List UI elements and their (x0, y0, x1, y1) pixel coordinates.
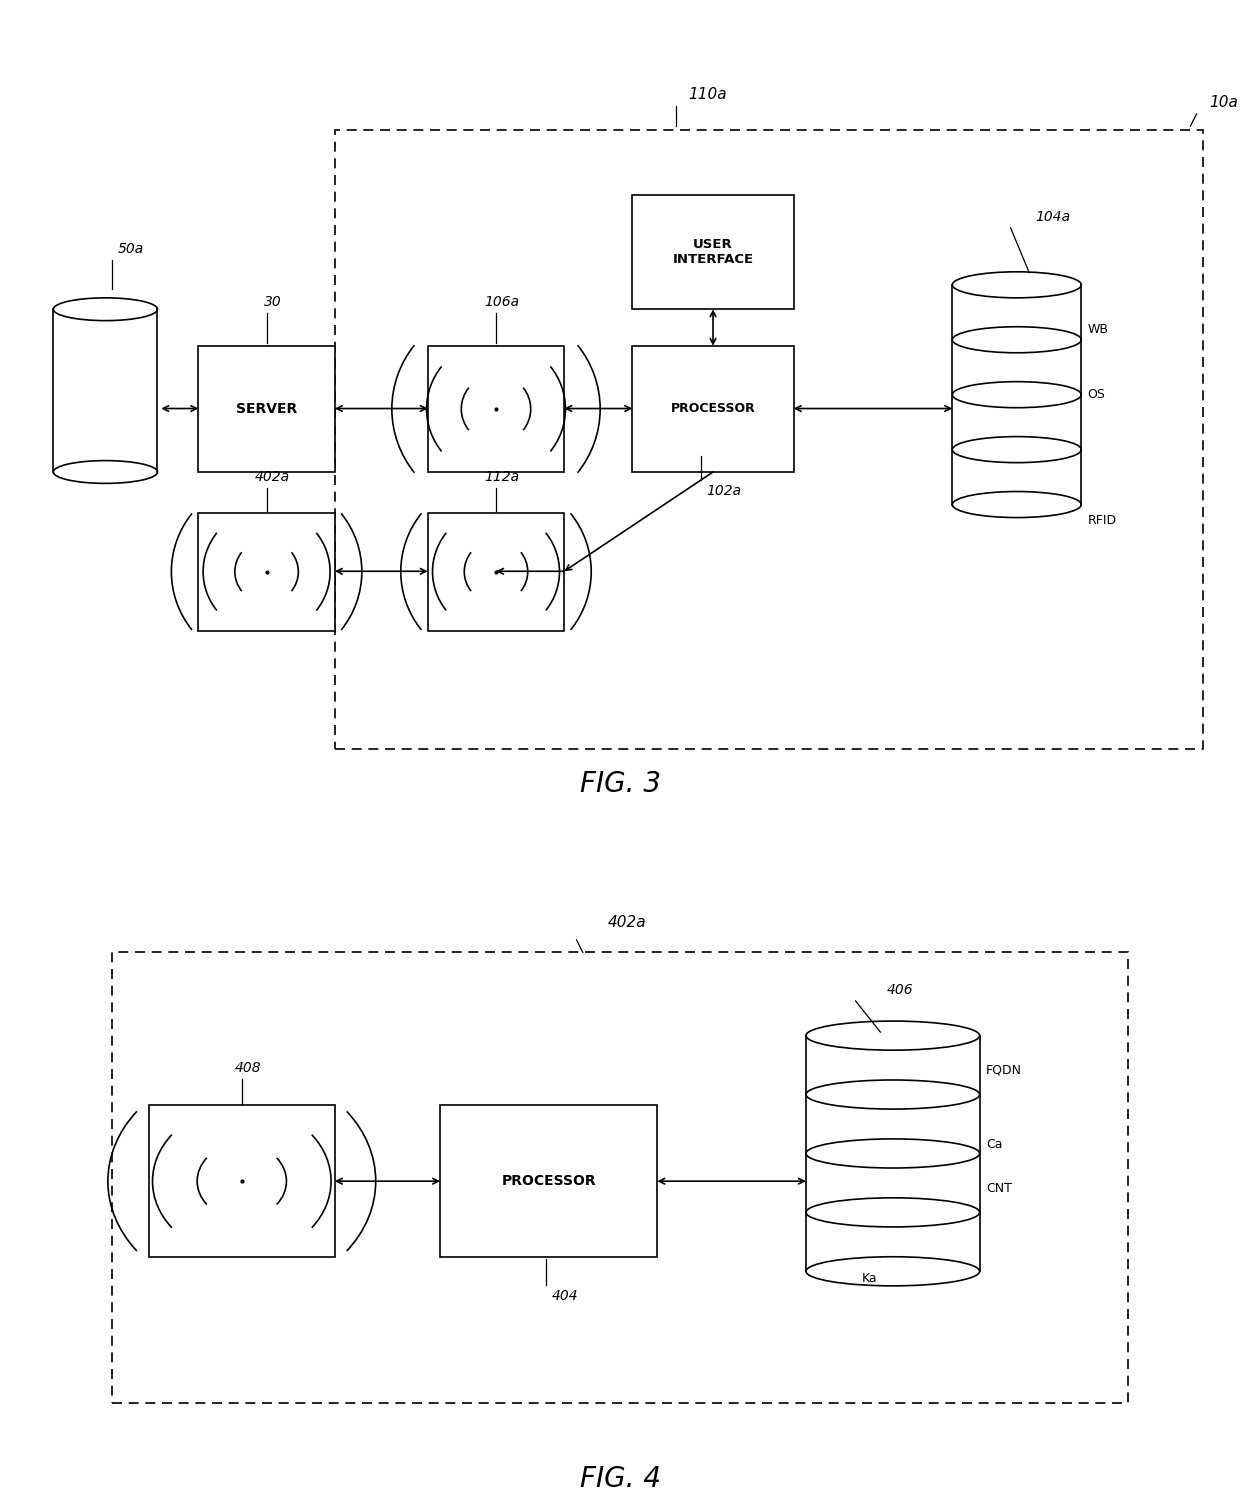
Text: 112a: 112a (485, 470, 520, 484)
Bar (198, 347, 335, 472)
Text: 402a: 402a (608, 915, 646, 930)
Text: CNT: CNT (986, 1181, 1012, 1195)
Text: 106a: 106a (485, 295, 520, 309)
Bar (53, 309, 157, 472)
Ellipse shape (53, 298, 157, 321)
Bar (149, 1105, 335, 1257)
Text: FIG. 4: FIG. 4 (579, 1465, 661, 1493)
Bar (952, 285, 1081, 505)
Bar (632, 347, 794, 472)
Text: 10a: 10a (1209, 95, 1238, 110)
Bar (428, 347, 564, 472)
Text: 102a: 102a (707, 484, 742, 499)
Text: 110a: 110a (688, 87, 727, 101)
Bar (198, 512, 335, 630)
Text: 406: 406 (887, 984, 913, 998)
Text: USER
INTERFACE: USER INTERFACE (672, 238, 754, 267)
Text: FQDN: FQDN (986, 1064, 1022, 1078)
Text: 30: 30 (264, 295, 281, 309)
Ellipse shape (806, 1257, 980, 1285)
Text: Ka: Ka (862, 1272, 878, 1285)
Text: OS: OS (1087, 389, 1105, 401)
Ellipse shape (952, 271, 1081, 298)
Text: 404: 404 (552, 1288, 578, 1302)
Text: PROCESSOR: PROCESSOR (501, 1174, 596, 1188)
Text: PROCESSOR: PROCESSOR (671, 402, 755, 416)
Bar (112, 952, 1128, 1403)
Bar (440, 1105, 657, 1257)
Text: FIG. 3: FIG. 3 (579, 770, 661, 797)
Bar (428, 512, 564, 630)
Ellipse shape (952, 491, 1081, 517)
Ellipse shape (53, 461, 157, 484)
Text: SERVER: SERVER (236, 402, 298, 416)
Bar (335, 130, 1203, 749)
Text: 104a: 104a (1035, 209, 1070, 223)
Text: 408: 408 (234, 1061, 262, 1074)
Ellipse shape (806, 1022, 980, 1050)
Text: Ca: Ca (986, 1138, 1002, 1151)
Text: 402a: 402a (255, 470, 290, 484)
Text: RFID: RFID (1087, 514, 1116, 527)
Text: WB: WB (1087, 322, 1109, 336)
Bar (632, 196, 794, 309)
Text: 50a: 50a (118, 243, 144, 256)
Bar (806, 1035, 980, 1272)
